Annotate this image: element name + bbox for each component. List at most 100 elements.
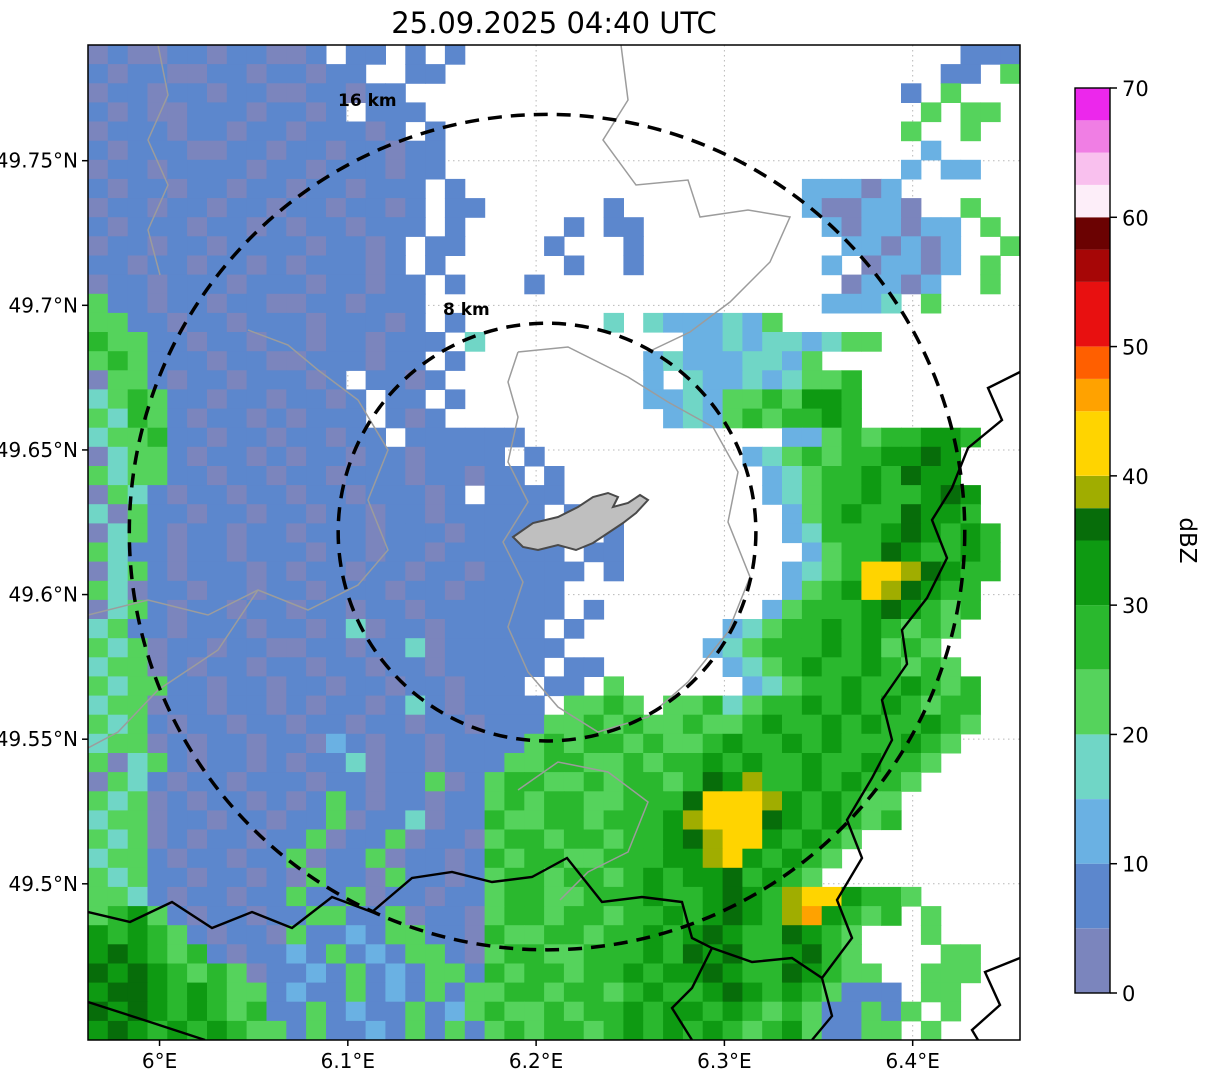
- radar-cell: [682, 867, 704, 888]
- radar-cell: [226, 83, 248, 103]
- radar-cell: [444, 274, 466, 295]
- radar-cell: [385, 389, 406, 410]
- radar-cell: [286, 466, 307, 486]
- radar-cell: [940, 523, 962, 544]
- radar-cell: [663, 312, 684, 333]
- radar-cell: [147, 867, 168, 888]
- radar-cell: [464, 198, 486, 218]
- radar-cell: [107, 102, 129, 123]
- radar-cell: [702, 332, 724, 352]
- radar-cell: [207, 446, 228, 467]
- radar-cell: [464, 504, 486, 524]
- radar-cell: [405, 676, 426, 697]
- radar-cell: [266, 121, 287, 142]
- radar-cell: [464, 829, 486, 850]
- radar-cell: [663, 925, 684, 945]
- radar-cell: [345, 580, 367, 601]
- radar-cell: [405, 351, 426, 371]
- radar-cell: [841, 1020, 862, 1040]
- radar-cell: [563, 1020, 585, 1040]
- colorbar-segment: [1075, 88, 1110, 121]
- radar-cell: [187, 83, 208, 103]
- radar-cell: [425, 332, 446, 352]
- radar-cell: [524, 772, 545, 792]
- radar-cell: [782, 1020, 803, 1040]
- radar-cell: [881, 178, 902, 199]
- radar-cell: [345, 45, 367, 65]
- radar-cell: [187, 312, 208, 333]
- radar-cell: [682, 714, 704, 735]
- radar-cell: [821, 733, 843, 754]
- radar-cell: [127, 714, 149, 735]
- radar-cell: [762, 906, 783, 926]
- radar-cell: [226, 370, 248, 390]
- radar-cell: [266, 714, 287, 735]
- radar-cell: [405, 274, 426, 295]
- radar-cell: [107, 312, 129, 333]
- radar-cell: [345, 676, 367, 697]
- radar-cell: [841, 963, 862, 984]
- radar-cell: [920, 733, 942, 754]
- radar-cell: [385, 332, 406, 352]
- radar-cell: [405, 829, 426, 850]
- y-tick-label: 49.75°N: [0, 149, 78, 173]
- radar-cell: [266, 236, 287, 256]
- radar-cell: [742, 1001, 763, 1022]
- radar-cell: [801, 178, 823, 199]
- radar-cell: [425, 121, 446, 142]
- radar-cell: [226, 886, 248, 907]
- radar-cell: [207, 408, 228, 429]
- radar-cell: [385, 733, 406, 754]
- radar-cell: [682, 810, 704, 831]
- radar-cell: [425, 810, 446, 831]
- radar-cell: [147, 427, 168, 448]
- radar-cell: [801, 733, 823, 754]
- radar-cell: [821, 695, 843, 716]
- radar-cell: [484, 772, 505, 792]
- radar-cell: [782, 370, 803, 390]
- radar-cell: [484, 982, 505, 1003]
- radar-cell: [246, 121, 267, 142]
- radar-cell: [484, 714, 505, 735]
- radar-cell: [821, 676, 843, 697]
- radar-cell: [345, 714, 367, 735]
- radar-cell: [266, 1001, 287, 1022]
- radar-cell: [306, 198, 327, 218]
- radar-cell: [187, 198, 208, 218]
- radar-cell: [682, 848, 704, 869]
- radar-cell: [326, 198, 347, 218]
- radar-cell: [345, 236, 367, 256]
- radar-cell: [147, 332, 168, 352]
- radar-cell: [365, 676, 386, 697]
- radar-cell: [167, 695, 188, 716]
- radar-cell: [841, 619, 862, 639]
- radar-cell: [544, 580, 565, 601]
- radar-cell: [444, 638, 466, 658]
- radar-cell: [266, 944, 287, 964]
- radar-cell: [385, 810, 406, 831]
- radar-cell: [147, 753, 168, 773]
- radar-cell: [246, 389, 267, 410]
- radar-cell: [762, 963, 783, 984]
- radar-cell: [544, 1020, 565, 1040]
- radar-cell: [464, 542, 486, 563]
- radar-cell: [782, 753, 803, 773]
- radar-cell: [345, 504, 367, 524]
- radar-cell: [841, 906, 862, 926]
- radar-cell: [782, 561, 803, 582]
- colorbar-segment: [1075, 605, 1110, 670]
- radar-cell: [920, 446, 942, 467]
- radar-cell: [504, 676, 525, 697]
- radar-cell: [484, 485, 505, 505]
- radar-cell: [940, 236, 962, 256]
- radar-cell: [127, 925, 149, 945]
- radar-cell: [306, 619, 327, 639]
- radar-cell: [742, 810, 763, 831]
- radar-cell: [742, 753, 763, 773]
- radar-cell: [187, 523, 208, 544]
- radar-cell: [147, 580, 168, 601]
- radar-cell: [405, 217, 426, 237]
- radar-cell: [246, 140, 267, 161]
- radar-cell: [643, 829, 664, 850]
- radar-cell: [563, 753, 585, 773]
